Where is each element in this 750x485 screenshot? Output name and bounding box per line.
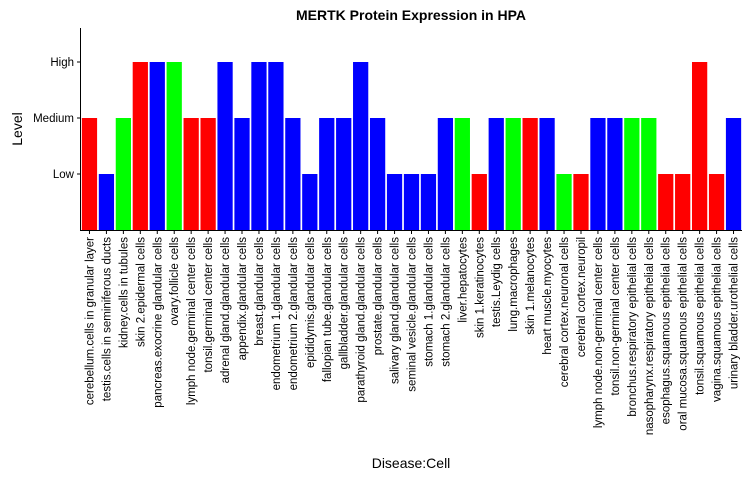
x-tick-label: lymph node.non-germinal center cells bbox=[593, 237, 605, 428]
x-tick-label: endometrium 1.glandular cells bbox=[271, 237, 283, 391]
bar bbox=[217, 62, 233, 230]
bar bbox=[166, 62, 182, 230]
bar bbox=[285, 118, 301, 230]
x-tick-label: ovary.follicle cells bbox=[169, 237, 181, 326]
bar bbox=[624, 118, 640, 230]
y-tick-label: High bbox=[50, 57, 74, 69]
bar bbox=[708, 174, 725, 230]
bar bbox=[471, 174, 487, 230]
bar bbox=[251, 62, 267, 230]
x-tick-label: tonsil.squamous epithelial cells bbox=[695, 237, 707, 395]
x-tick-label: fallopian tube.glandular cells bbox=[322, 237, 334, 382]
x-tick-label: esophagus.squamous epithelial cells bbox=[661, 237, 673, 425]
x-tick-label: testis.cells in seminiferous ducts bbox=[101, 237, 113, 402]
bar bbox=[149, 62, 165, 230]
x-tick-label: skin 1.keratinocytes bbox=[474, 237, 486, 338]
bar bbox=[437, 118, 454, 230]
x-tick-label: heart muscle.myocytes bbox=[542, 237, 554, 355]
x-tick-label: pancreas.exocrine glandular cells bbox=[152, 237, 164, 408]
bar bbox=[658, 174, 674, 230]
x-tick-label: seminal vesicle.glandular cells bbox=[407, 237, 419, 392]
x-tick-label: skin 2.epidermal cells bbox=[135, 237, 147, 347]
x-tick-label: kidney.cells in tubules bbox=[118, 237, 130, 348]
x-tick-label: stomach 2.glandular cells bbox=[440, 237, 452, 367]
x-tick-label: cerebellum.cells in granular layer bbox=[84, 237, 96, 405]
x-tick-label: epididymis.glandular cells bbox=[305, 237, 317, 368]
x-tick-label: urinary bladder.urothelial cells bbox=[729, 237, 741, 389]
x-tick-label: liver.hepatocytes bbox=[457, 237, 469, 323]
bar bbox=[268, 62, 284, 230]
bar bbox=[556, 174, 572, 230]
bar bbox=[302, 174, 318, 230]
bars-group bbox=[81, 62, 742, 230]
bar bbox=[675, 174, 691, 230]
x-tick-label: cerebral cortex.neuropil bbox=[576, 237, 588, 357]
bar bbox=[590, 118, 606, 230]
x-tick-label: adrenal gland.glandular cells bbox=[220, 237, 232, 384]
x-tick-label: lymph node.germinal center cells bbox=[186, 237, 198, 405]
bar bbox=[132, 62, 148, 230]
x-tick-label: vagina.squamous epithelial cells bbox=[712, 237, 724, 402]
x-tick-label: breast.glandular cells bbox=[254, 237, 266, 346]
bar bbox=[115, 118, 131, 230]
bar bbox=[420, 174, 437, 230]
x-tick-label: nasopharynx.respiratory epithelial cells bbox=[644, 237, 656, 435]
bar bbox=[505, 118, 521, 230]
x-tick-label: skin 1.melanocytes bbox=[525, 237, 537, 335]
bar bbox=[183, 118, 199, 230]
y-tick-label: Low bbox=[53, 169, 75, 181]
x-tick-label: endometrium 2.glandular cells bbox=[288, 237, 300, 391]
x-tick-label: parathyroid gland.glandular cells bbox=[356, 237, 368, 403]
bar bbox=[692, 62, 708, 230]
bar bbox=[386, 174, 403, 230]
bar bbox=[573, 174, 589, 230]
x-tick-label: tonsil.germinal center cells bbox=[203, 237, 215, 373]
bar bbox=[81, 118, 98, 230]
bar bbox=[319, 118, 335, 230]
x-axis-title: Disease:Cell bbox=[372, 455, 451, 471]
x-tick-label: appendix.glandular cells bbox=[237, 237, 249, 361]
y-tick-label: Medium bbox=[33, 113, 74, 125]
x-tick-label: bronchus.respiratory epithelial cells bbox=[627, 237, 639, 417]
bar bbox=[234, 118, 250, 230]
x-tick-label: lung.macrophages bbox=[508, 237, 520, 332]
x-tick-label: stomach 1.glandular cells bbox=[423, 237, 435, 367]
x-tick-label: salivary gland.glandular cells bbox=[390, 237, 402, 384]
bar bbox=[641, 118, 657, 230]
bar bbox=[336, 118, 352, 230]
y-ticks-group: Low Medium High bbox=[33, 57, 81, 181]
bar bbox=[454, 118, 470, 230]
bar bbox=[200, 118, 216, 230]
bar bbox=[488, 118, 504, 230]
bar bbox=[98, 174, 115, 230]
bar bbox=[369, 118, 386, 230]
y-axis-title: Level bbox=[9, 112, 25, 145]
x-tick-label: testis.Leydig cells bbox=[491, 237, 503, 327]
bar bbox=[522, 118, 538, 230]
x-ticks-group: cerebellum.cells in granular layer testis… bbox=[84, 230, 741, 435]
x-tick-label: oral mucosa.squamous epithelial cells bbox=[678, 237, 690, 431]
x-tick-label: tonsil.non-germinal center cells bbox=[610, 237, 622, 396]
bar bbox=[403, 174, 420, 230]
bar bbox=[353, 62, 369, 230]
x-tick-label: gallbladder.glandular cells bbox=[339, 237, 351, 370]
x-tick-label: prostate.glandular cells bbox=[373, 237, 385, 356]
bar bbox=[539, 118, 555, 230]
bar bbox=[607, 118, 623, 230]
x-tick-label: cerebral cortex.neuronal cells bbox=[559, 237, 571, 387]
bar bbox=[725, 118, 742, 230]
chart-title: MERTK Protein Expression in HPA bbox=[296, 7, 526, 23]
